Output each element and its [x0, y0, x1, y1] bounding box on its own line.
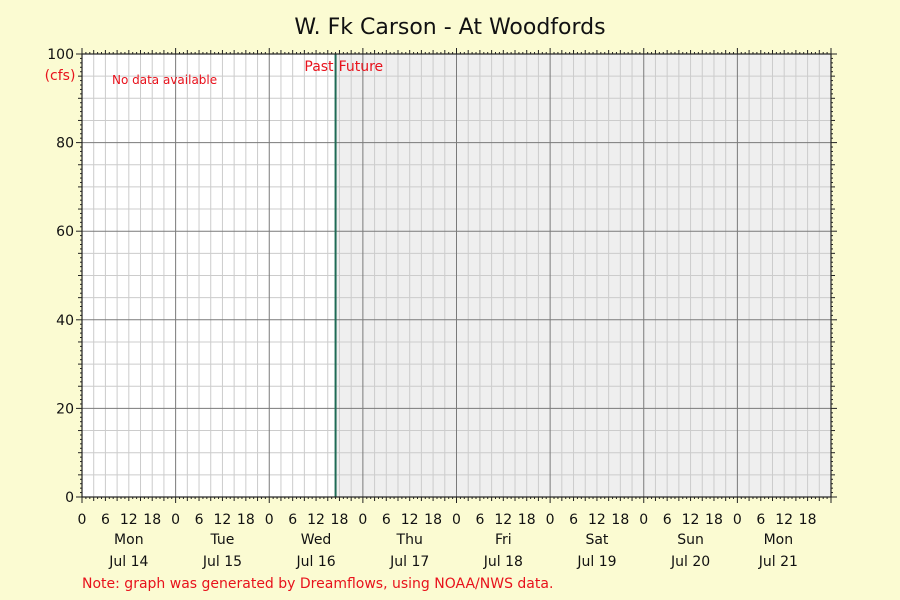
x-hour-label: 18	[237, 512, 255, 528]
x-weekday-label: Sat	[585, 532, 608, 548]
x-hour-label: 12	[214, 512, 232, 528]
x-hour-label: 6	[663, 512, 672, 528]
no-data-annotation: No data available	[112, 73, 217, 87]
x-weekday-label: Wed	[301, 532, 332, 548]
x-hour-label: 18	[518, 512, 536, 528]
x-hour-label: 6	[101, 512, 110, 528]
footer-note: Note: graph was generated by Dreamflows,…	[82, 576, 553, 592]
x-hour-label: 0	[733, 512, 742, 528]
y-axis-label: (cfs)	[45, 68, 76, 84]
x-hour-label: 6	[475, 512, 484, 528]
x-hour-label: 18	[331, 512, 349, 528]
x-hour-label: 18	[799, 512, 817, 528]
x-hour-label: 0	[639, 512, 648, 528]
x-hour-label: 12	[401, 512, 419, 528]
x-hour-label: 18	[424, 512, 442, 528]
x-date-label: Jul 15	[202, 554, 242, 570]
y-axis: 0 20 40 60 80 100	[47, 47, 837, 506]
x-hour-label: 18	[143, 512, 161, 528]
x-date-label: Jul 19	[576, 554, 616, 570]
x-date-label: Jul 16	[295, 554, 335, 570]
x-axis: 0 6 12 18 0 6 12 18 0 6 12 18 0 6 12 18 0 6 12 18 0 6 12 18 0 6 12…	[78, 48, 832, 570]
grid-lines	[82, 54, 831, 497]
x-date-label: Jul 17	[389, 554, 429, 570]
x-hour-label: 0	[78, 512, 87, 528]
future-label: Future	[339, 59, 384, 75]
x-hour-label: 0	[171, 512, 180, 528]
x-weekday-label: Mon	[764, 532, 794, 548]
x-weekday-label: Fri	[495, 532, 512, 548]
past-label: Past	[304, 59, 334, 75]
x-hour-label: 12	[682, 512, 700, 528]
x-hour-label: 0	[358, 512, 367, 528]
y-tick-label: 80	[56, 136, 74, 152]
x-hour-label: 6	[569, 512, 578, 528]
y-tick-label: 60	[56, 224, 74, 240]
x-hour-label: 12	[307, 512, 325, 528]
x-weekday-label: Sun	[677, 532, 704, 548]
x-hour-label: 18	[611, 512, 629, 528]
x-hour-label: 0	[265, 512, 274, 528]
x-hour-label: 12	[775, 512, 793, 528]
y-tick-label: 40	[56, 313, 74, 329]
x-hour-label: 12	[494, 512, 512, 528]
x-hour-label: 0	[546, 512, 555, 528]
x-hour-label: 12	[120, 512, 138, 528]
chart-title: W. Fk Carson - At Woodfords	[294, 15, 605, 40]
x-date-label: Jul 18	[483, 554, 523, 570]
x-hour-label: 12	[588, 512, 606, 528]
x-hour-label: 18	[705, 512, 723, 528]
x-date-label: Jul 14	[108, 554, 148, 570]
x-weekday-label: Tue	[209, 532, 234, 548]
y-tick-label: 100	[47, 47, 74, 63]
x-weekday-label: Mon	[114, 532, 144, 548]
x-weekday-label: Thu	[396, 532, 423, 548]
y-tick-label: 20	[56, 401, 74, 417]
x-hour-label: 6	[756, 512, 765, 528]
x-hour-label: 6	[195, 512, 204, 528]
x-date-label: Jul 21	[758, 554, 798, 570]
y-tick-label: 0	[65, 490, 74, 506]
x-hour-label: 6	[382, 512, 391, 528]
x-hour-label: 6	[288, 512, 297, 528]
x-hour-label: 0	[452, 512, 461, 528]
x-date-label: Jul 20	[670, 554, 710, 570]
